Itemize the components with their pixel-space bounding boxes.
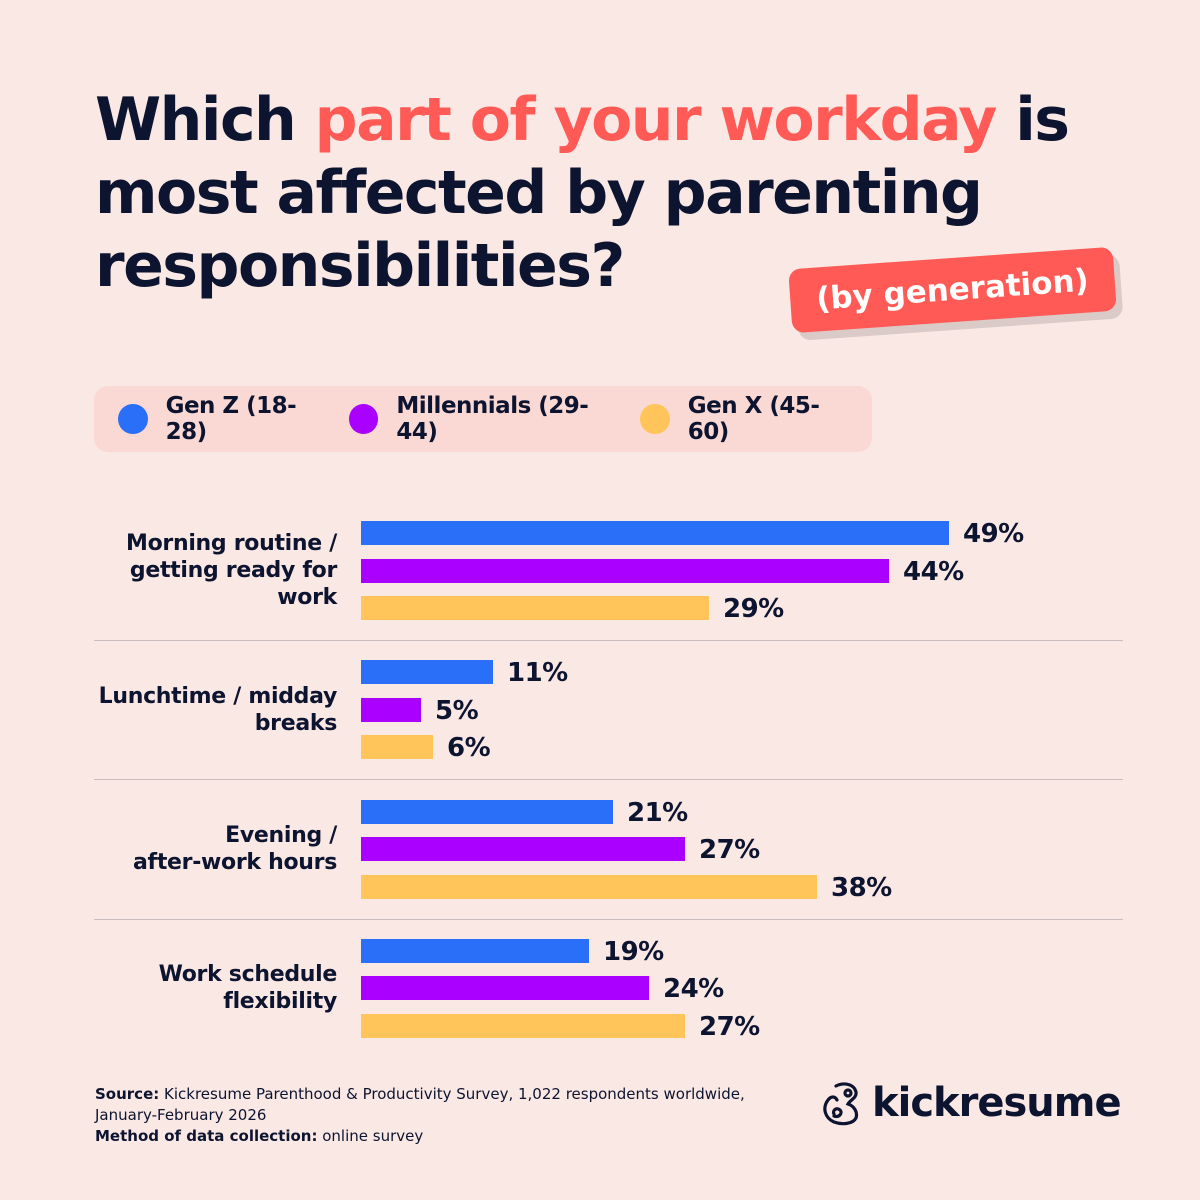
kickresume-logo: kickresume (820, 1080, 1122, 1126)
category-label-line: Work schedule (158, 962, 338, 988)
bar (361, 521, 949, 545)
legend: Gen Z (18-28) Millennials (29-44) Gen X (4… (94, 386, 872, 452)
category-label-line: work (277, 585, 337, 610)
data-label: 29% (723, 594, 784, 624)
title-text: Which (95, 85, 315, 155)
legend-swatch-icon (640, 404, 670, 434)
source-label: Source: (95, 1085, 160, 1103)
data-label: 44% (903, 556, 964, 587)
title-text-end: is most affected by parenting responsibi… (95, 85, 1070, 301)
bar (361, 837, 685, 862)
category-label-line: after-work hours (133, 850, 337, 876)
category-label-line: flexibility (223, 989, 337, 1015)
bar (361, 938, 589, 963)
chameleon-logo-icon (823, 1082, 859, 1126)
category-label-line: Evening / (225, 823, 337, 849)
logo-text: kickresume (872, 1080, 1122, 1126)
method-text: online survey (317, 1127, 424, 1145)
group-divider (94, 640, 1123, 641)
data-label: 6% (447, 733, 491, 764)
footer: Source: Kickresume Parenthood & Producti… (95, 1084, 745, 1147)
legend-label: Gen Z (18-28) (165, 393, 297, 445)
data-label: 27% (699, 1011, 760, 1042)
bar (361, 874, 817, 899)
category-label-line: breaks (254, 710, 338, 736)
method-label: Method of data collection: (95, 1127, 318, 1145)
source-text-dates: January-February 2026 (95, 1106, 267, 1124)
category-label: Lunchtime / midday breaks (60, 683, 338, 737)
bar (361, 558, 889, 583)
group-divider (94, 918, 1123, 920)
bar (361, 735, 433, 760)
data-label: 27% (699, 835, 760, 866)
legend-item: Gen Z (18-28) (118, 393, 335, 445)
title-highlight: part of your workday (314, 85, 998, 155)
category-label: Morning routine / getting ready for work (60, 530, 337, 611)
legend-item: Gen X (45-60) (640, 393, 858, 445)
data-label: 21% (627, 797, 688, 828)
category-label-line: getting ready for (129, 558, 337, 583)
legend-label: Gen X (45-60) (687, 393, 820, 445)
data-label: 24% (663, 974, 724, 1005)
bar (361, 1013, 685, 1038)
category-label-line: Lunchtime / midday (98, 683, 338, 709)
legend-swatch-icon (118, 404, 148, 434)
legend-label: Millennials (29-44) (396, 393, 589, 445)
bar (361, 976, 649, 1001)
source-text: Kickresume Parenthood & Productivity Sur… (159, 1085, 745, 1103)
data-label: 5% (435, 695, 479, 726)
bar (361, 660, 493, 685)
data-label: 38% (831, 872, 892, 903)
category-label: Evening / after-work hours (60, 822, 337, 876)
data-label: 19% (603, 936, 664, 967)
bar (361, 799, 613, 824)
bar (361, 697, 421, 722)
category-label: Work schedule flexibility (60, 961, 338, 1015)
chart-title: Which part of your workday is most affec… (95, 84, 1095, 303)
category-label-line: Morning routine / (126, 531, 337, 556)
legend-item: Millennials (29-44) (348, 393, 626, 445)
group-divider (94, 779, 1123, 781)
legend-swatch-icon (348, 404, 379, 434)
data-label: 49% (963, 519, 1024, 549)
data-label: 11% (507, 658, 568, 689)
bar (361, 596, 709, 620)
